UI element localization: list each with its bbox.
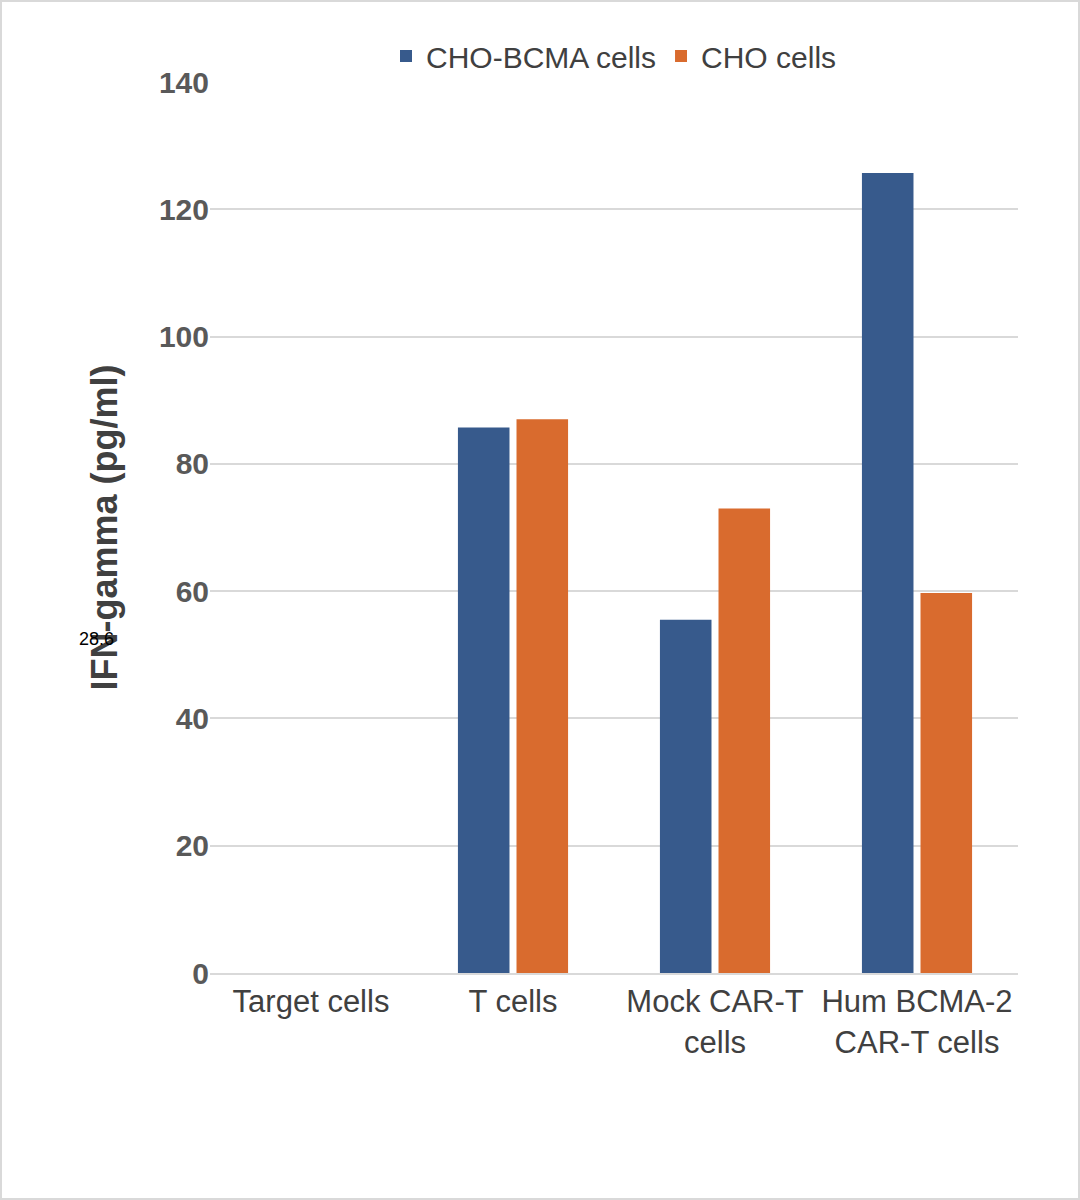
- svg-text:28.6: 28.6: [79, 629, 114, 649]
- svg-text:Target cells: Target cells: [233, 984, 390, 1019]
- svg-text:40: 40: [176, 702, 209, 735]
- svg-text:60: 60: [176, 575, 209, 608]
- svg-text:CHO-BCMA cells: CHO-BCMA cells: [426, 41, 656, 74]
- svg-text:Hum BCMA-2CAR-T cells: Hum BCMA-2CAR-T cells: [821, 984, 1012, 1059]
- svg-text:140: 140: [159, 66, 209, 99]
- svg-text:IFN-gamma (pg/ml): IFN-gamma (pg/ml): [84, 364, 125, 690]
- svg-text:Mock CAR-Tcells: Mock CAR-Tcells: [626, 984, 803, 1059]
- svg-text:20: 20: [176, 829, 209, 862]
- svg-text:80: 80: [176, 447, 209, 480]
- svg-text:100: 100: [159, 320, 209, 353]
- svg-text:T cells: T cells: [468, 984, 557, 1019]
- svg-text:CHO cells: CHO cells: [701, 41, 836, 74]
- svg-text:120: 120: [159, 193, 209, 226]
- svg-text:0: 0: [192, 957, 209, 990]
